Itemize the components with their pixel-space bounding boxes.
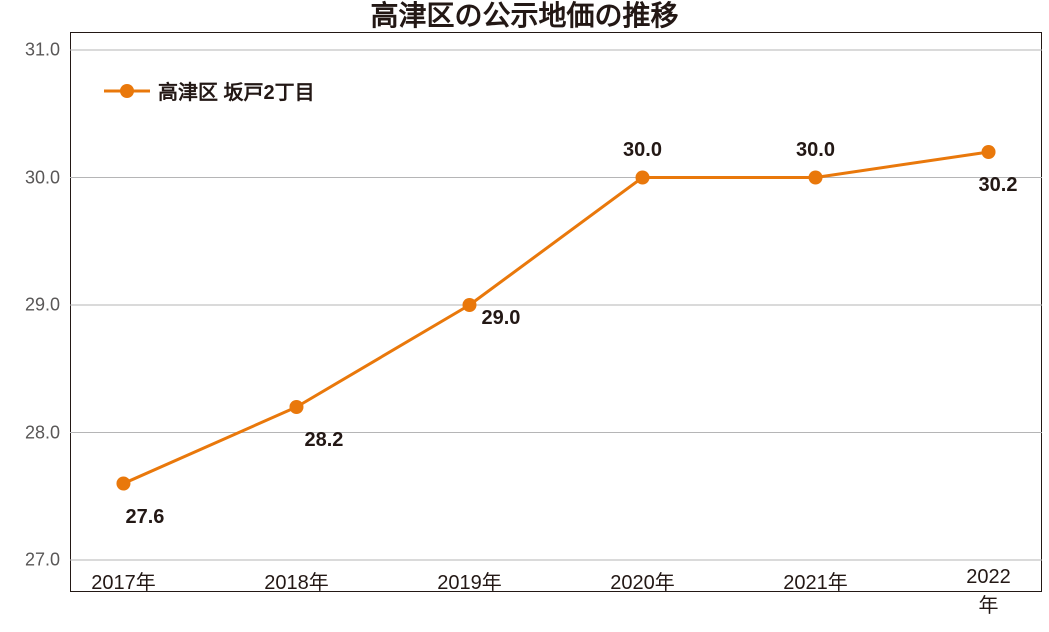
legend-label: 高津区 坂戸2丁目: [158, 76, 315, 105]
series-line: [70, 32, 1042, 592]
y-tick-label: 30.0: [0, 167, 60, 188]
line-chart: 高津区の公示地価の推移 27.028.029.030.031.0 2017年20…: [0, 0, 1049, 632]
legend: 高津区 坂戸2丁目: [104, 76, 315, 105]
data-point-label: 30.0: [623, 139, 662, 162]
data-point-label: 28.2: [304, 429, 343, 452]
y-tick-label: 27.0: [0, 550, 60, 571]
y-tick-label: 29.0: [0, 295, 60, 316]
data-point-label: 30.2: [979, 174, 1018, 197]
data-point-label: 27.6: [125, 506, 164, 529]
y-tick-label: 31.0: [0, 40, 60, 61]
legend-marker-icon: [104, 83, 150, 99]
chart-title: 高津区の公示地価の推移: [0, 2, 1049, 30]
y-tick-label: 28.0: [0, 422, 60, 443]
data-point-label: 30.0: [796, 139, 835, 162]
data-point-label: 29.0: [481, 307, 520, 330]
